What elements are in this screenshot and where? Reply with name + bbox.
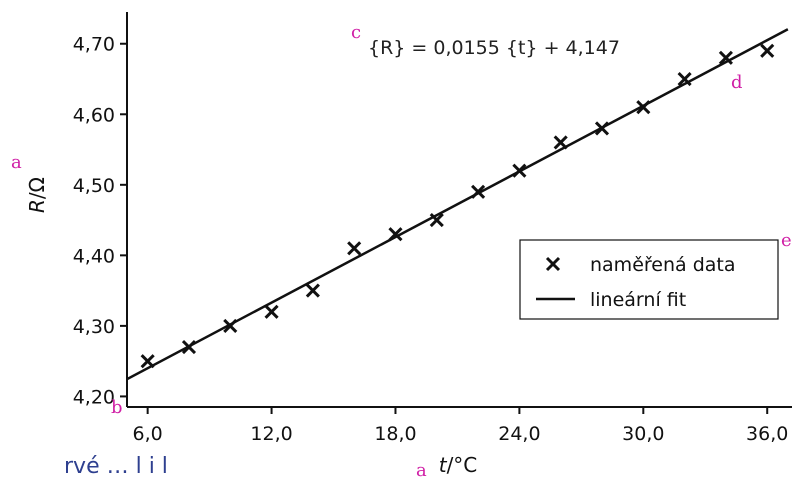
x-tick-label: 36,0	[746, 423, 788, 445]
data-point	[636, 100, 651, 115]
cropped-footer-text: rvé … l i l	[64, 454, 168, 479]
data-point	[305, 283, 320, 298]
marker-b: b	[111, 397, 123, 418]
data-point	[429, 213, 444, 228]
data-point	[388, 227, 403, 242]
data-point	[594, 121, 610, 136]
marker-a-x: a	[416, 460, 427, 480]
marker-e: e	[781, 230, 792, 251]
data-points-series	[140, 43, 775, 369]
data-point	[760, 43, 775, 58]
data-point	[223, 318, 238, 333]
x-tick-label: 24,0	[498, 423, 540, 445]
x-tick-label: 12,0	[250, 423, 292, 445]
x-tick-label: 18,0	[374, 423, 416, 445]
data-point	[718, 50, 733, 65]
marker-c: c	[351, 22, 361, 43]
x-axis-label: t/°C	[439, 453, 478, 477]
legend-label-data: naměřená data	[590, 254, 736, 276]
y-axis-label: R/Ω	[25, 177, 49, 213]
fit-equation: {R} = 0,0155 {t} + 4,147	[368, 37, 620, 59]
y-tick-label: 4,50	[73, 175, 115, 197]
axes	[126, 12, 792, 408]
marker-d: d	[731, 72, 743, 93]
y-tick-label: 4,40	[73, 245, 115, 267]
data-point	[677, 71, 692, 87]
marker-a-y: a	[11, 152, 22, 173]
data-point	[181, 339, 197, 355]
data-point	[553, 135, 568, 150]
data-point	[471, 184, 486, 199]
data-point	[264, 304, 279, 319]
y-ticks: 4,20 4,30 4,40 4,50 4,60 4,70	[73, 34, 127, 408]
y-tick-label: 4,70	[73, 34, 115, 56]
legend: naměřená data lineární fit	[519, 239, 779, 320]
legend-box	[519, 239, 779, 320]
x-tick-label: 30,0	[622, 423, 664, 445]
y-tick-label: 4,20	[73, 386, 115, 408]
x-tick-label: 6,0	[133, 423, 163, 445]
legend-marker-x	[545, 256, 561, 272]
x-ticks: 6,0 12,0 18,0 24,0 30,0 36,0	[133, 407, 788, 445]
data-point	[512, 163, 527, 178]
y-tick-label: 4,30	[73, 316, 115, 338]
data-point	[347, 241, 362, 256]
data-point	[140, 354, 155, 369]
legend-label-fit: lineární fit	[590, 289, 686, 311]
y-tick-label: 4,60	[73, 104, 115, 126]
